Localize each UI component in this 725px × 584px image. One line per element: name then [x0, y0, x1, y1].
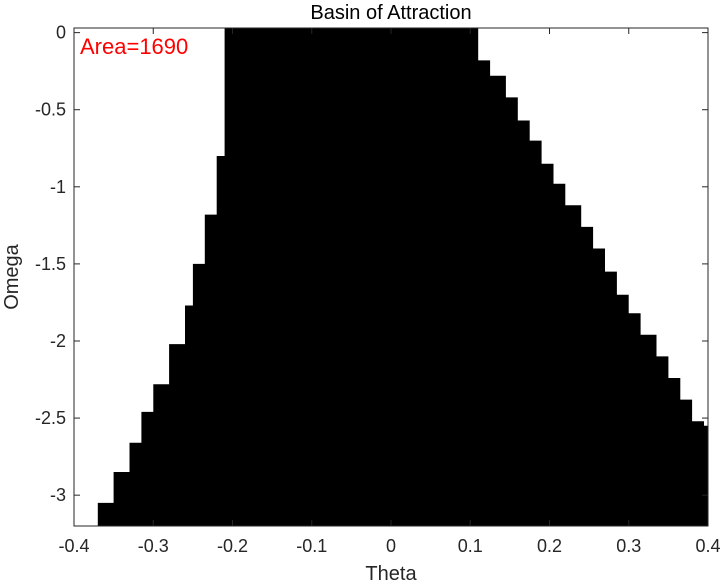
x-axis-title: Theta [365, 563, 417, 584]
area-annotation: Area=1690 [80, 34, 188, 59]
x-tick-label: -0.2 [217, 536, 248, 556]
y-tick-label: 0 [56, 23, 66, 43]
chart-title: Basin of Attraction [310, 2, 471, 24]
y-tick-label: -2.5 [35, 408, 66, 428]
y-tick-label: -1 [50, 177, 66, 197]
x-tick-label: -0.4 [58, 536, 89, 556]
x-axis-ticks: -0.4 -0.3 -0.2 -0.1 0 0.1 0.2 0.3 0.4 [58, 28, 721, 556]
x-tick-label: 0.1 [458, 536, 483, 556]
x-tick-label: 0.4 [695, 536, 720, 556]
x-tick-label: 0.3 [616, 536, 641, 556]
y-axis-title: Omega [1, 243, 23, 309]
y-tick-label: -3 [50, 485, 66, 505]
y-axis-ticks: 0 -0.5 -1 -1.5 -2 -2.5 -3 [35, 23, 708, 505]
y-tick-label: -2 [50, 331, 66, 351]
x-tick-label: 0.2 [537, 536, 562, 556]
plot-frame [73, 27, 709, 527]
basin-region [97, 28, 709, 526]
x-tick-label: -0.3 [138, 536, 169, 556]
y-tick-label: -0.5 [35, 100, 66, 120]
y-tick-label: -1.5 [35, 254, 66, 274]
basin-region-layer [97, 28, 709, 526]
x-tick-label: -0.1 [296, 536, 327, 556]
x-tick-label: 0 [386, 536, 396, 556]
